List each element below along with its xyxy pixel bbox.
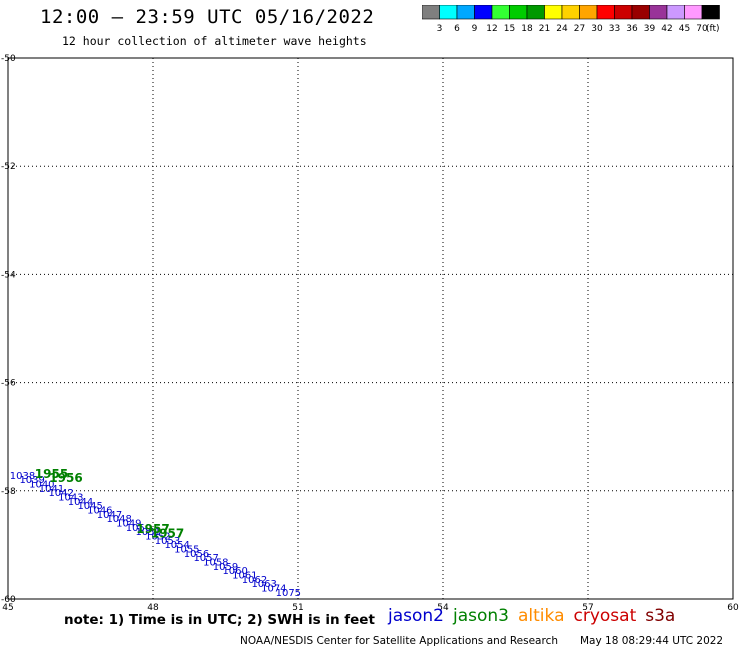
color-scale-label: 6 <box>454 24 460 34</box>
jason3-data-point: 1957 <box>151 526 184 540</box>
jason2-data-point: 1057 <box>193 553 218 564</box>
wave-height-plot: 45 48 51 54 57 60-50-52-54-56-58-601038103910… <box>1 54 739 610</box>
legend-item-altika: altika <box>518 606 565 626</box>
jason2-data-point: 1053 <box>155 536 180 547</box>
y-tick-label: -58 <box>1 487 16 497</box>
color-scale-label: 24 <box>556 24 568 34</box>
jason2-data-point: 1050 <box>126 523 151 534</box>
jason2-data-point: 1038 <box>10 471 35 482</box>
y-tick-label: -52 <box>1 162 16 172</box>
color-scale-legend: 3 6 9 12 15 18 21 24 27 30 33 36 39 42 45 70(ft) <box>422 5 720 34</box>
color-scale-label: 36 <box>626 24 638 34</box>
color-scale-label: 39 <box>644 24 656 34</box>
color-scale-label: 27 <box>574 24 585 34</box>
jason2-data-point: 1051 <box>135 527 160 538</box>
color-scale-label: 18 <box>521 24 533 34</box>
color-scale-label: 12 <box>486 24 497 34</box>
jason2-data-point: 1049 <box>116 519 141 530</box>
jason2-data-point: 1055 <box>174 544 199 555</box>
color-scale-label: 42 <box>661 24 672 34</box>
jason2-data-point: 1042 <box>48 488 73 499</box>
x-tick-label: 45 <box>2 603 13 610</box>
jason2-data-point: 1058 <box>203 557 228 568</box>
jason2-data-point: 1052 <box>145 531 170 542</box>
jason2-data-point: 1063 <box>251 579 276 590</box>
jason3-data-point: 1956 <box>49 471 82 485</box>
legend-item-jason3: jason3 <box>453 606 509 626</box>
plot-frame <box>7 57 734 600</box>
color-swatch <box>701 5 720 20</box>
y-tick-label: -56 <box>1 379 16 389</box>
footnote: note: 1) Time is in UTC; 2) SWH is in fe… <box>64 612 375 628</box>
jason2-data-point: 1044 <box>68 497 93 508</box>
jason2-data-point: 1060 <box>222 566 247 577</box>
jason2-data-point: 1039 <box>19 475 44 486</box>
color-scale-label: 70 <box>696 24 708 34</box>
jason2-data-point: 1054 <box>164 540 189 551</box>
x-tick-label: 60 <box>727 603 739 610</box>
color-scale-label: 3 <box>437 24 443 34</box>
jason2-data-point: 1075 <box>276 588 301 599</box>
chart-title: 12:00 – 23:59 UTC 05/16/2022 <box>40 6 375 28</box>
jason2-data-point: 1040 <box>29 480 54 491</box>
color-scale-label: 15 <box>504 24 515 34</box>
jason2-data-point: 1041 <box>39 484 64 495</box>
color-scale-label: 33 <box>609 24 620 34</box>
generated-timestamp: May 18 08:29:44 UTC 2022 <box>580 635 724 647</box>
color-scale-label: 30 <box>591 24 603 34</box>
y-tick-label: -54 <box>1 270 16 280</box>
x-tick-label: 57 <box>582 603 593 610</box>
credit-line: NOAA/NESDIS Center for Satellite Applica… <box>240 635 558 647</box>
jason2-data-point: 1048 <box>106 514 131 525</box>
jason2-data-point: 1062 <box>242 575 267 586</box>
color-scale-label: 45 <box>679 24 690 34</box>
x-tick-label: 51 <box>292 603 303 610</box>
legend-item-cryosat: cryosat <box>573 606 637 626</box>
jason2-data-point: 1045 <box>77 501 102 512</box>
color-scale-unit: (ft) <box>706 24 720 34</box>
jason2-data-point: 1059 <box>213 562 238 573</box>
y-tick-label: -50 <box>1 54 16 64</box>
jason2-data-point: 1046 <box>87 506 112 517</box>
jason2-data-point: 1043 <box>58 493 83 504</box>
jason2-data-point: 1061 <box>232 570 257 581</box>
legend-item-jason2: jason2 <box>388 606 444 626</box>
color-scale-label: 9 <box>472 24 478 34</box>
jason2-data-point: 1047 <box>97 510 122 521</box>
color-scale-label: 21 <box>539 24 550 34</box>
chart-subtitle: 12 hour collection of altimeter wave hei… <box>62 34 367 48</box>
x-tick-label: 48 <box>147 603 159 610</box>
jason2-data-point: 1056 <box>184 549 209 560</box>
legend-item-s3a: s3a <box>645 606 676 626</box>
satellite-legend: jason2 jason3 altika cryosat s3a <box>388 606 684 626</box>
jason3-data-point: 1957 <box>136 522 169 536</box>
jason2-data-point: 1074 <box>261 583 286 594</box>
jason3-data-point: 1955 <box>35 467 68 481</box>
x-tick-label: 54 <box>437 603 449 610</box>
y-tick-label: -60 <box>1 595 16 605</box>
